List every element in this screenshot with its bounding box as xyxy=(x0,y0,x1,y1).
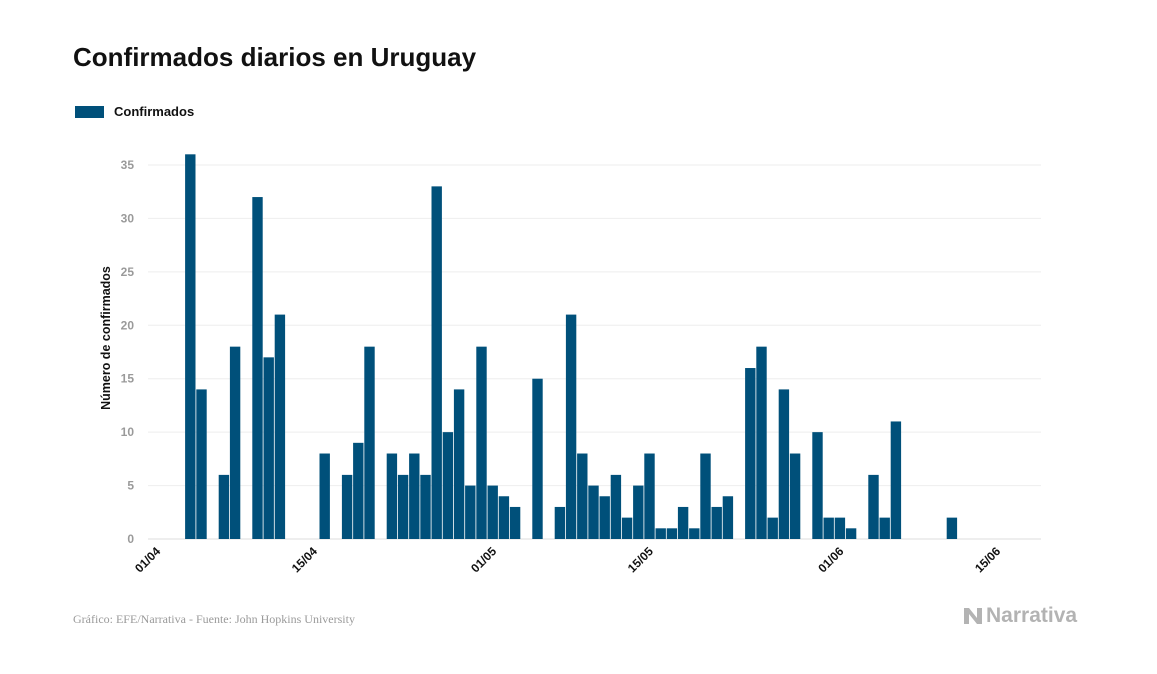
bar-29-04 xyxy=(465,485,476,539)
bar-06-06 xyxy=(890,421,902,539)
bar-11-05 xyxy=(599,496,610,539)
bar-07-05 xyxy=(554,506,566,539)
bar-26-04 xyxy=(431,186,442,539)
bar-08-04 xyxy=(229,346,241,539)
y-tick-label: 25 xyxy=(121,265,135,279)
brand-logo: Narrativa xyxy=(963,604,1077,628)
y-axis-ticks: 0 5 10 15 20 25 30 35 xyxy=(121,158,135,546)
bar-28-04 xyxy=(453,389,465,539)
x-tick-label: 01/05 xyxy=(468,544,499,575)
bar-11-06 xyxy=(946,517,958,539)
bar-17-05 xyxy=(666,528,678,539)
bar-09-05 xyxy=(577,453,588,539)
y-axis-label: Número de confirmados xyxy=(99,266,113,410)
bar-10-04 xyxy=(252,197,263,540)
chart-gridlines xyxy=(148,164,1041,540)
bar-24-05 xyxy=(745,368,756,539)
bar-20-04 xyxy=(364,346,375,539)
bar-30-04 xyxy=(476,346,487,539)
x-axis-ticks: 01/04 15/04 01/05 15/05 01/06 15/06 xyxy=(132,544,1003,575)
bar-10-05 xyxy=(588,485,599,539)
bar-02-05 xyxy=(498,496,510,539)
legend-label: Confirmados xyxy=(114,104,195,119)
y-tick-label: 5 xyxy=(127,479,134,493)
bar-28-05 xyxy=(789,453,801,539)
x-tick-label: 15/04 xyxy=(289,544,320,575)
bar-25-04 xyxy=(420,474,431,539)
bar-23-04 xyxy=(397,474,409,539)
bar-19-04 xyxy=(353,442,364,539)
bar-30-05 xyxy=(812,432,823,539)
bar-31-05 xyxy=(823,517,834,539)
bar-15-05 xyxy=(644,453,655,539)
bar-27-05 xyxy=(778,389,790,539)
bar-11-04 xyxy=(263,357,274,539)
bar-16-04 xyxy=(319,453,330,539)
bar-22-04 xyxy=(386,453,398,539)
bar-05-06 xyxy=(879,517,890,539)
bar-12-05 xyxy=(610,474,622,539)
y-tick-label: 10 xyxy=(121,425,135,439)
x-tick-label: 01/06 xyxy=(815,544,846,575)
bar-04-04 xyxy=(185,154,196,540)
bar-14-05 xyxy=(633,485,644,539)
y-tick-label: 0 xyxy=(127,532,134,546)
y-tick-label: 20 xyxy=(121,318,135,332)
bar-27-04 xyxy=(442,432,454,539)
bar-16-05 xyxy=(655,528,666,539)
bar-01-05 xyxy=(487,485,498,539)
bar-22-05 xyxy=(722,496,734,539)
narrativa-logo-icon xyxy=(964,608,982,624)
bar-26-05 xyxy=(767,517,778,539)
brand-name: Narrativa xyxy=(986,604,1078,627)
bar-12-04 xyxy=(274,314,286,539)
bar-21-05 xyxy=(711,506,722,539)
bar-20-05 xyxy=(700,453,711,539)
bar-08-05 xyxy=(565,314,577,539)
y-tick-label: 35 xyxy=(121,158,135,172)
x-tick-label: 01/04 xyxy=(132,544,163,575)
x-tick-label: 15/05 xyxy=(625,544,656,575)
chart-legend: Confirmados xyxy=(75,104,194,119)
bar-03-05 xyxy=(509,506,521,539)
bar-24-04 xyxy=(409,453,420,539)
bar-04-06 xyxy=(868,474,879,539)
bar-18-04 xyxy=(341,474,353,539)
legend-swatch xyxy=(75,105,104,118)
bar-05-04 xyxy=(196,389,207,539)
bar-13-05 xyxy=(621,517,633,539)
bar-02-06 xyxy=(845,528,857,539)
y-tick-label: 15 xyxy=(121,372,135,386)
bar-05-05 xyxy=(532,378,543,539)
chart-bars xyxy=(185,154,958,540)
bar-19-05 xyxy=(689,528,700,539)
x-tick-label: 15/06 xyxy=(972,544,1003,575)
chart-title: Confirmados diarios en Uruguay xyxy=(73,42,477,72)
bar-01-06 xyxy=(834,517,846,539)
source-credit: Gráfico: EFE/Narrativa - Fuente: John Ho… xyxy=(73,612,355,626)
bar-07-04 xyxy=(218,474,230,539)
bar-18-05 xyxy=(677,506,689,539)
y-tick-label: 30 xyxy=(121,211,135,225)
bar-25-05 xyxy=(756,346,767,539)
